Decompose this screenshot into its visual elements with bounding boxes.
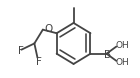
- Text: F: F: [18, 46, 24, 56]
- Text: O: O: [45, 24, 53, 34]
- Text: OH: OH: [116, 58, 130, 67]
- Text: B: B: [104, 50, 111, 60]
- Text: F: F: [36, 57, 42, 67]
- Text: OH: OH: [116, 41, 130, 50]
